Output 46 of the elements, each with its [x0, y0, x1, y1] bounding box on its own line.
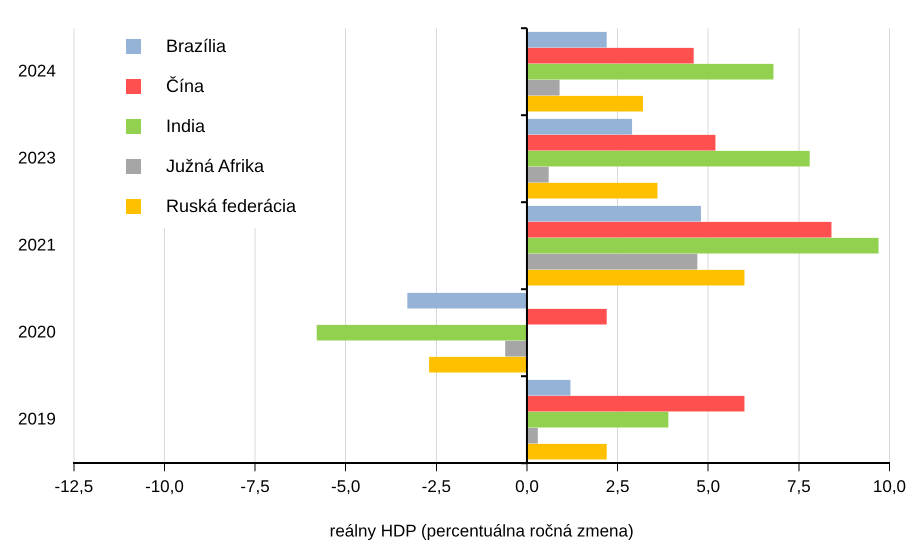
bar [527, 166, 549, 183]
bar [527, 412, 668, 428]
bar [527, 380, 570, 396]
legend-label: India [166, 116, 206, 136]
bar [527, 80, 560, 96]
x-axis-title: reálny HDP (percentuálna ročná zmena) [330, 521, 634, 540]
y-tick-label: 2024 [18, 61, 56, 80]
bar [527, 428, 538, 444]
bar [527, 308, 607, 325]
x-tick-label: 10,0 [872, 477, 906, 496]
bar [527, 118, 632, 135]
bar [527, 206, 701, 222]
bar [527, 238, 879, 254]
x-tick-label: 0,0 [515, 477, 539, 496]
bar [527, 64, 774, 80]
x-tick-label: -12,5 [54, 477, 94, 496]
bar [527, 182, 658, 199]
bar [527, 150, 810, 167]
bar [505, 340, 526, 357]
x-tick-label: -7,5 [240, 477, 270, 496]
y-tick-label: 2023 [18, 148, 56, 168]
x-tick-label: 2,5 [606, 477, 630, 496]
y-tick-label: 2020 [18, 322, 56, 342]
legend-label: Južná Afrika [166, 156, 264, 176]
bar [527, 134, 716, 151]
bar [527, 96, 643, 112]
bar [527, 222, 832, 238]
bar [407, 292, 526, 309]
bar [527, 254, 698, 270]
bar [429, 356, 526, 373]
x-tick-label: -2,5 [422, 477, 451, 496]
x-tick-label: -5,0 [331, 477, 360, 496]
legend-label: Brazília [166, 36, 226, 56]
bar [527, 32, 607, 48]
y-tick-label: 2019 [18, 409, 56, 428]
bar [316, 324, 526, 341]
x-tick-label: -10,0 [145, 477, 184, 496]
x-tick-label: 7,5 [787, 477, 811, 496]
legend-label: Čína [166, 76, 204, 96]
bar [527, 48, 694, 64]
x-tick-label: 5,0 [696, 477, 720, 496]
legend-label: Ruská federácia [166, 196, 296, 216]
bar [527, 444, 607, 460]
y-tick-label: 2021 [18, 235, 56, 254]
bar [527, 396, 744, 412]
bar [527, 270, 744, 286]
